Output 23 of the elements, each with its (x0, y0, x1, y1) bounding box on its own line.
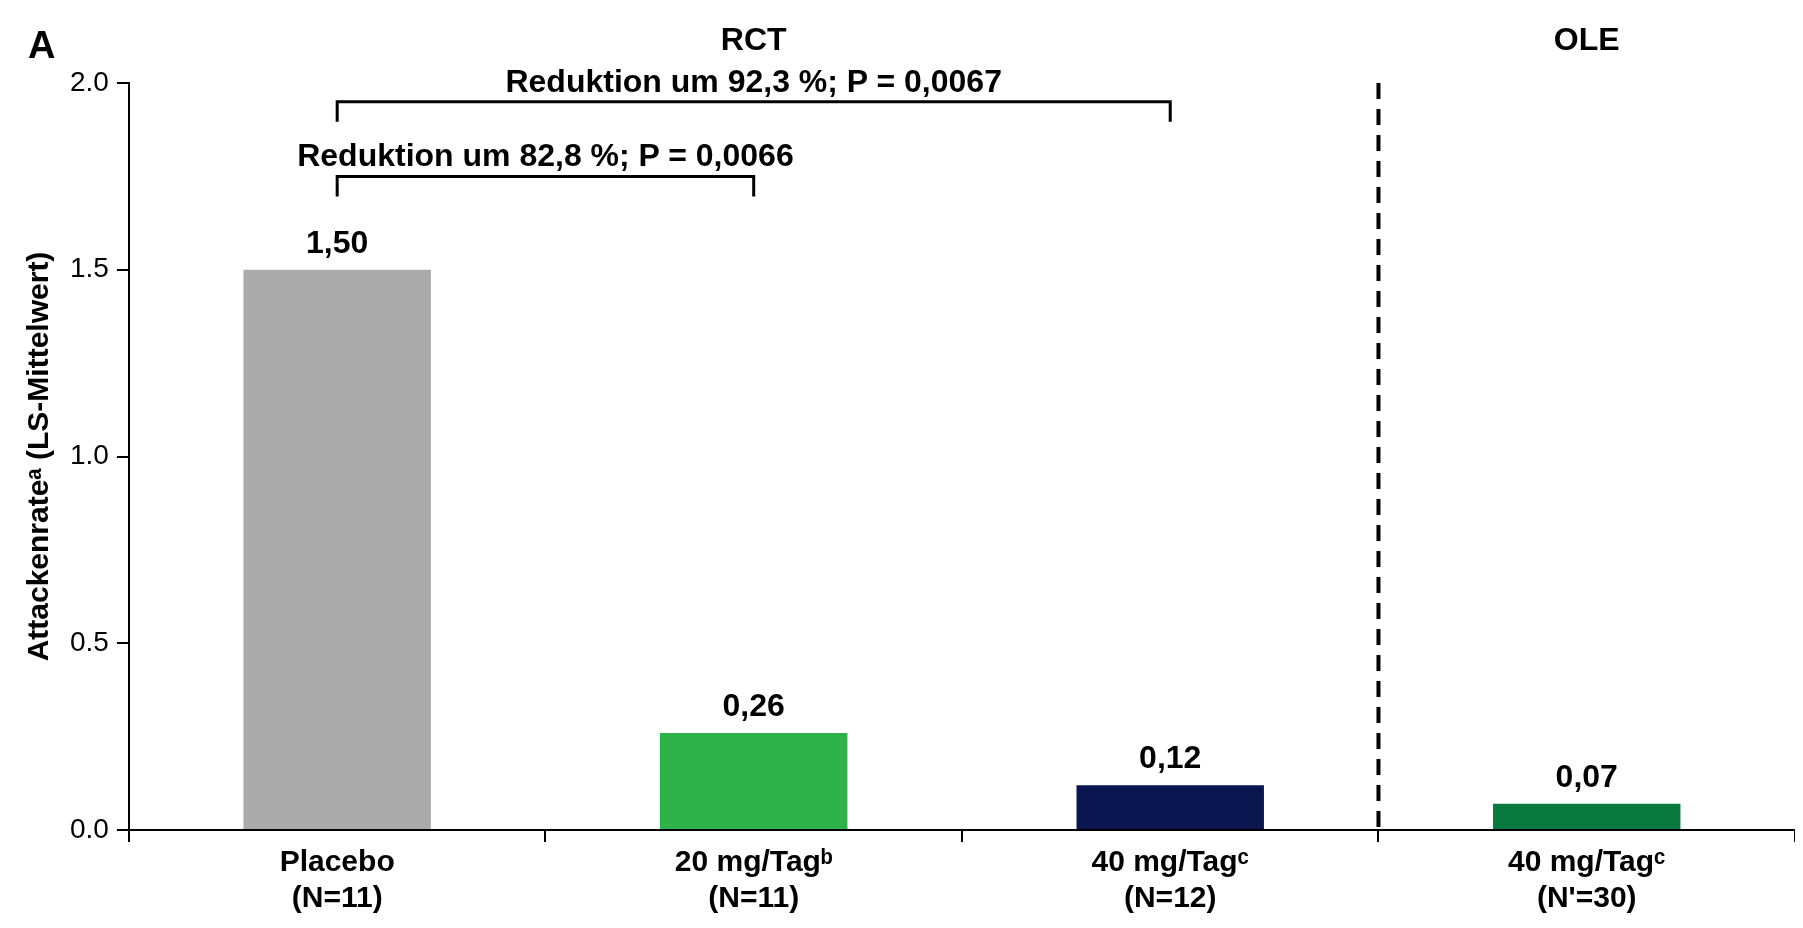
text: RCT (720, 21, 788, 57)
y-tick-label: 0.5 (69, 625, 109, 657)
x-tick-label: Placebo (N=11) (279, 844, 395, 914)
bar (659, 732, 848, 829)
y-axis-title: Attackenrateᵃ (LS-Mittelwert) (21, 251, 55, 662)
data-label: 0,12 (1139, 739, 1202, 776)
y-tick-label: 1.0 (69, 439, 109, 471)
text: OLE (1553, 21, 1620, 57)
y-tick-label: 0.0 (69, 812, 109, 844)
bar (1493, 803, 1681, 829)
x-tick-label: 20 mg/Tagᵇ (N=11) (674, 844, 833, 914)
data-label: 1,50 (306, 223, 369, 260)
bar (243, 269, 431, 829)
text: A (28, 24, 56, 66)
y-tick-label: 1.5 (69, 252, 109, 284)
bar (1076, 785, 1264, 829)
annotation: Reduktion um 82,8 %; P = 0,0066 (297, 137, 794, 174)
annotation: Reduktion um 92,3 %; P = 0,0067 (505, 62, 1002, 99)
x-tick-label: 40 mg/Tagᶜ (N=12) (1091, 844, 1249, 914)
x-tick-label: 40 mg/Tagᶜ (N'=30) (1507, 844, 1666, 914)
data-label: 0,26 (722, 686, 785, 723)
data-label: 0,07 (1555, 757, 1618, 794)
y-tick-label: 2.0 (69, 65, 109, 97)
